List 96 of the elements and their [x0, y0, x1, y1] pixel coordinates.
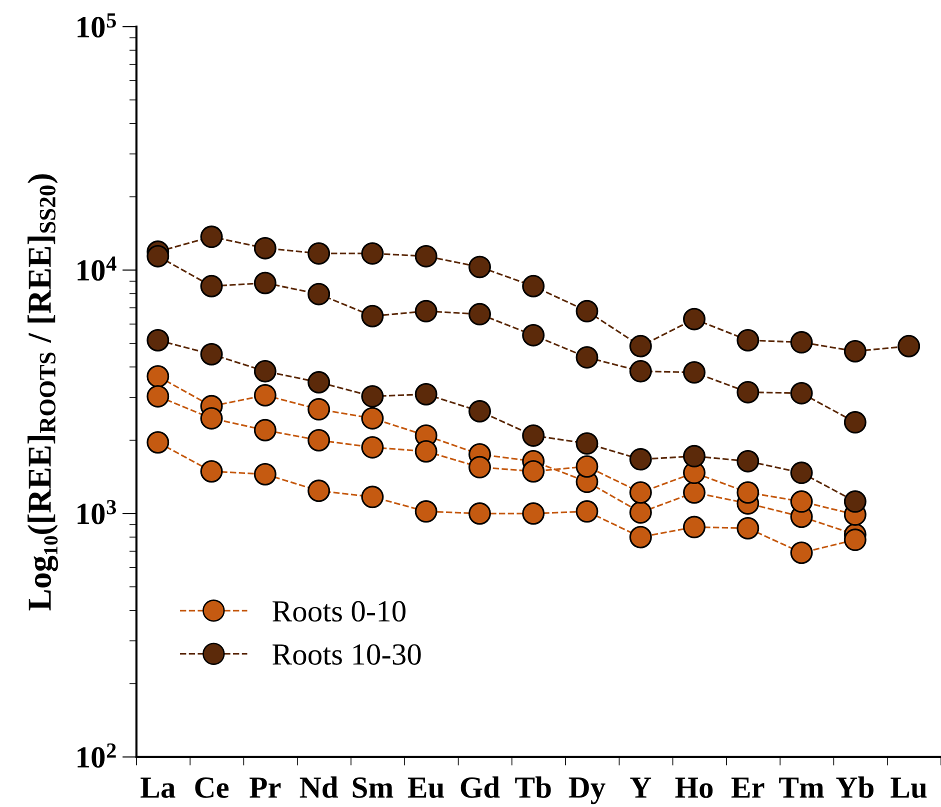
y-tick-label: 10$^{5}$ [78, 13, 116, 38]
point [361, 486, 384, 508]
point [361, 407, 384, 430]
x-tick-label: Er [731, 778, 764, 798]
point [790, 331, 813, 354]
point [308, 371, 330, 394]
x-tick-label: Tm [779, 778, 824, 798]
point [844, 411, 866, 434]
point [683, 481, 706, 504]
point [629, 501, 652, 524]
x-tick-label: Ce [195, 777, 229, 798]
point [522, 502, 545, 525]
point [254, 360, 276, 383]
point [468, 502, 491, 525]
point [146, 431, 170, 454]
point [200, 407, 223, 430]
point [522, 460, 545, 483]
point [414, 300, 438, 322]
y-tick-label: 10$^{3}$ [78, 500, 116, 524]
point [468, 256, 491, 278]
point [254, 272, 276, 294]
point [414, 244, 438, 268]
point [414, 500, 438, 523]
point [736, 380, 760, 404]
point [898, 334, 920, 358]
x-tick-label: Eu [408, 778, 444, 798]
point [361, 242, 384, 265]
x-tick-label: Ho [675, 778, 713, 798]
point [683, 361, 706, 384]
y-axis-title: Log₁₀([REE]$_{ROOTS}$ / [REE]$_{SS20}$) [28, 174, 58, 610]
point [361, 385, 384, 408]
point [683, 516, 706, 538]
point [254, 236, 276, 260]
point [308, 282, 330, 306]
point [790, 542, 813, 564]
point [254, 384, 276, 407]
point [576, 500, 598, 523]
point [146, 365, 170, 388]
point [522, 274, 545, 298]
point [844, 340, 866, 363]
point [361, 304, 384, 328]
point [736, 328, 760, 352]
x-tick-label: Gd [460, 776, 500, 798]
point [629, 481, 652, 504]
point [146, 328, 170, 352]
point [683, 308, 706, 330]
point [683, 444, 706, 468]
point [308, 428, 330, 452]
point [146, 244, 170, 268]
point [629, 526, 652, 548]
x-tick-label: Lu [890, 778, 927, 798]
point [200, 343, 223, 366]
point [308, 242, 330, 265]
x-tick-label: Y [630, 778, 652, 798]
point [790, 490, 813, 513]
point [629, 360, 652, 383]
point [254, 418, 276, 442]
x-tick-label: Nd [300, 776, 338, 798]
point [844, 528, 866, 552]
y-tick-label: 10$^{4}$ [78, 256, 116, 281]
point [254, 462, 276, 486]
point [308, 398, 330, 421]
x-tick-label: Yb [836, 776, 874, 798]
x-tick-label: Dy [568, 778, 606, 804]
point [790, 382, 813, 404]
point [576, 346, 598, 369]
y-tick-label: 10$^{2}$ [78, 743, 116, 768]
point [200, 460, 223, 483]
point [576, 455, 598, 478]
x-tick-label: Sm [352, 777, 394, 798]
point [414, 382, 438, 406]
point [468, 302, 491, 326]
legend-label: Roots 0-10 [272, 601, 406, 622]
point [736, 481, 760, 504]
point [361, 436, 384, 459]
point [629, 334, 652, 358]
point [576, 300, 598, 322]
point [790, 462, 813, 484]
legend-label: Roots 10-30 [272, 644, 421, 665]
point [200, 226, 223, 248]
point [200, 274, 223, 298]
point [146, 385, 170, 408]
point [736, 450, 760, 472]
point [522, 324, 545, 346]
point [629, 448, 652, 471]
point [468, 400, 491, 423]
point [736, 516, 760, 540]
point [468, 456, 491, 478]
x-tick-label: Pr [250, 778, 281, 798]
point [308, 480, 330, 502]
point [576, 432, 598, 455]
point [844, 490, 866, 513]
x-tick-label: Tb [515, 776, 551, 798]
x-tick-label: La [140, 778, 176, 798]
point [522, 424, 545, 447]
point [414, 440, 438, 463]
